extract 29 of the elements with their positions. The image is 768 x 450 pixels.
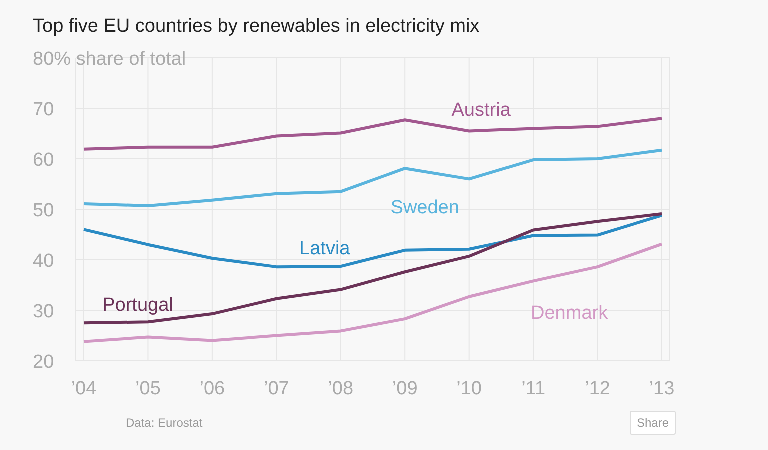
x-tick-label: ’04 bbox=[71, 378, 98, 400]
line-series bbox=[82, 214, 664, 269]
y-tick-label: 60 bbox=[33, 150, 54, 171]
series-label: Austria bbox=[452, 100, 512, 122]
text: Data: Eurostat bbox=[126, 416, 203, 430]
y-tick-label: 50 bbox=[33, 200, 54, 222]
y-tick-label: 20 bbox=[33, 352, 54, 373]
line-series bbox=[82, 242, 664, 344]
x-tick-label: ’09 bbox=[392, 378, 418, 400]
series-label: Portugal bbox=[102, 295, 174, 316]
x-tick-label: ’12 bbox=[585, 378, 610, 400]
y-tick-label: 30 bbox=[33, 302, 54, 322]
chart-title: Top five EU countries by renewables in electricity mix bbox=[33, 16, 480, 38]
x-tick-label: ’11 bbox=[522, 378, 546, 400]
x-tick-label: ’06 bbox=[200, 378, 226, 400]
y-tick-label: 70 bbox=[33, 100, 54, 120]
series-label: Latvia bbox=[300, 238, 351, 260]
line-series bbox=[82, 117, 664, 151]
x-tick-label: ’05 bbox=[136, 378, 161, 400]
series-label: Denmark bbox=[531, 303, 609, 324]
y-tick-label: 80% share of total bbox=[33, 49, 186, 70]
x-tick-label: ’07 bbox=[264, 378, 290, 400]
x-tick-label: ’10 bbox=[456, 378, 482, 400]
x-tick-label: ’13 bbox=[649, 378, 675, 400]
line-series bbox=[82, 212, 664, 325]
y-tick-label: 40 bbox=[33, 251, 54, 272]
share-button: Share bbox=[630, 411, 676, 435]
x-tick-label: ’08 bbox=[328, 378, 354, 400]
series-label: Sweden bbox=[390, 198, 460, 219]
